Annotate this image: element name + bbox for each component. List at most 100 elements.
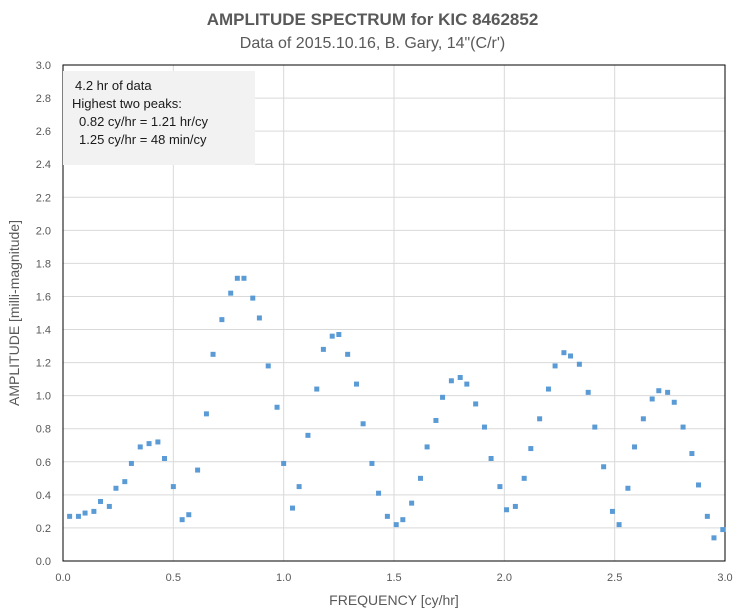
data-point bbox=[336, 331, 342, 337]
data-point bbox=[369, 460, 375, 466]
data-point bbox=[424, 444, 430, 450]
data-point bbox=[720, 527, 726, 533]
data-point bbox=[409, 500, 415, 506]
data-point bbox=[234, 275, 240, 281]
data-point bbox=[186, 512, 192, 518]
data-point bbox=[353, 381, 359, 387]
data-point bbox=[274, 404, 280, 410]
y-tick-label: 1.2 bbox=[36, 358, 51, 370]
data-point bbox=[457, 374, 463, 380]
data-point bbox=[704, 513, 710, 519]
data-point bbox=[320, 346, 326, 352]
data-point bbox=[585, 389, 591, 395]
x-axis-ticks: 0.0 0.5 1.0 1.5 2.0 2.5 3.0 bbox=[55, 572, 732, 584]
data-point bbox=[360, 421, 366, 427]
data-point bbox=[296, 484, 302, 490]
data-point bbox=[203, 411, 209, 417]
data-point bbox=[656, 388, 662, 394]
data-point bbox=[128, 460, 134, 466]
y-axis-label: AMPLITUDE [milli-magnitude] bbox=[6, 220, 22, 406]
data-point bbox=[122, 479, 128, 485]
data-point bbox=[680, 424, 686, 430]
data-point bbox=[632, 444, 638, 450]
data-point bbox=[113, 485, 119, 491]
data-point bbox=[568, 353, 574, 359]
data-point bbox=[305, 432, 311, 438]
data-point bbox=[314, 386, 320, 392]
data-point bbox=[448, 378, 454, 384]
data-point bbox=[162, 455, 168, 461]
data-point bbox=[228, 290, 234, 296]
plot-area-border bbox=[62, 64, 726, 562]
data-point bbox=[67, 513, 73, 519]
annotation-line-peak-2: 1.25 cy/hr = 48 min/cy bbox=[79, 132, 207, 147]
data-point bbox=[601, 464, 607, 470]
data-point bbox=[170, 484, 176, 490]
data-point bbox=[393, 522, 399, 528]
x-tick-label: 3.0 bbox=[717, 572, 732, 584]
data-point bbox=[464, 381, 470, 387]
data-point bbox=[576, 361, 582, 367]
data-point bbox=[210, 351, 216, 357]
annotation-line-peak-1: 0.82 cy/hr = 1.21 hr/cy bbox=[79, 114, 208, 129]
data-point bbox=[504, 507, 510, 513]
data-point bbox=[512, 503, 518, 509]
data-point bbox=[329, 333, 335, 339]
data-point bbox=[649, 396, 655, 402]
data-point bbox=[696, 482, 702, 488]
y-tick-label: 2.2 bbox=[36, 192, 51, 204]
data-point bbox=[376, 490, 382, 496]
data-point bbox=[106, 503, 112, 509]
x-tick-label: 1.5 bbox=[386, 572, 401, 584]
x-tick-label: 0.5 bbox=[166, 572, 181, 584]
data-point bbox=[609, 508, 615, 514]
data-point bbox=[417, 475, 423, 481]
data-point bbox=[711, 535, 717, 541]
data-point bbox=[400, 517, 406, 523]
x-tick-label: 1.0 bbox=[276, 572, 291, 584]
data-point bbox=[521, 475, 527, 481]
data-point bbox=[671, 399, 677, 405]
y-tick-label: 0.2 bbox=[36, 523, 51, 535]
data-point bbox=[528, 446, 534, 452]
y-tick-label: 3.0 bbox=[36, 60, 51, 72]
y-tick-label: 1.4 bbox=[36, 325, 51, 337]
x-tick-label: 2.5 bbox=[607, 572, 622, 584]
y-tick-label: 1.8 bbox=[36, 258, 51, 270]
data-point bbox=[561, 350, 567, 356]
chart-subtitle: Data of 2015.10.16, B. Gary, 14"(C/r') bbox=[239, 35, 506, 52]
y-tick-label: 2.4 bbox=[36, 159, 51, 171]
data-point bbox=[545, 386, 551, 392]
annotation-box: 4.2 hr of data Highest two peaks: 0.82 c… bbox=[63, 71, 255, 165]
data-point bbox=[219, 317, 225, 323]
data-point bbox=[433, 417, 439, 423]
data-point bbox=[384, 513, 390, 519]
data-point bbox=[256, 315, 262, 321]
data-point bbox=[473, 401, 479, 407]
y-tick-label: 1.0 bbox=[36, 391, 51, 403]
data-point bbox=[592, 424, 598, 430]
x-tick-label: 0.0 bbox=[55, 572, 70, 584]
x-axis-label: FREQUENCY [cy/hr] bbox=[329, 592, 459, 608]
data-point bbox=[146, 441, 152, 447]
data-point bbox=[665, 389, 671, 395]
data-point bbox=[98, 498, 104, 504]
y-tick-label: 0.4 bbox=[36, 490, 51, 502]
data-point bbox=[155, 439, 161, 445]
y-tick-label: 2.8 bbox=[36, 93, 51, 105]
y-tick-label: 0.6 bbox=[36, 457, 51, 469]
data-point bbox=[640, 416, 646, 422]
data-point bbox=[241, 275, 247, 281]
data-point bbox=[689, 451, 695, 457]
data-point bbox=[481, 424, 487, 430]
data-point bbox=[91, 508, 97, 514]
data-point bbox=[137, 444, 143, 450]
data-point bbox=[440, 394, 446, 400]
y-tick-label: 2.6 bbox=[36, 126, 51, 138]
annotation-line-duration: 4.2 hr of data bbox=[75, 78, 152, 93]
data-point bbox=[289, 505, 295, 511]
data-points bbox=[67, 275, 726, 541]
data-point bbox=[179, 517, 185, 523]
data-point bbox=[82, 510, 88, 516]
y-tick-label: 0.0 bbox=[36, 556, 51, 568]
